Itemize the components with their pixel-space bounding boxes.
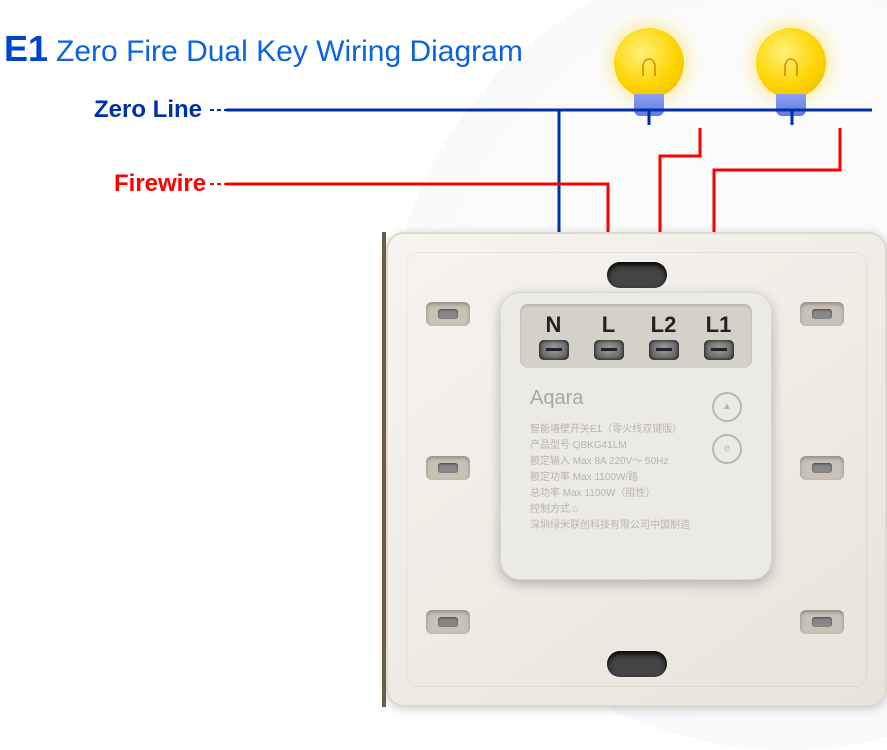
mount-hole-top: [607, 262, 667, 288]
light-bulb-icon: [614, 28, 684, 128]
terminal-screw-icon: [649, 340, 679, 360]
terminal-label: L1: [706, 312, 732, 338]
spec-line: 控制方式 ⌂: [530, 502, 742, 518]
terminal-l2: L2: [649, 312, 679, 360]
zero-line-label: Zero Line: [94, 96, 202, 124]
mount-slot: [800, 302, 844, 326]
terminal-l: L: [594, 312, 624, 360]
mount-hole-bottom: [607, 651, 667, 677]
terminal-label: L: [602, 312, 615, 338]
mount-slot: [800, 456, 844, 480]
spec-line: 额定输入 Max 8A 220V～ 50Hz: [530, 454, 742, 470]
mount-slot: [800, 610, 844, 634]
terminal-strip: N L L2 L1: [520, 304, 752, 368]
certification-icons: ▲ e: [712, 392, 742, 464]
spec-line: 总功率 Max 1100W（阻性）: [530, 486, 742, 502]
terminal-label: N: [546, 312, 562, 338]
firewire-label: Firewire: [114, 170, 206, 198]
photo-edge: [382, 232, 386, 707]
mount-slot: [426, 610, 470, 634]
spec-line: 产品型号 QBKG41LM: [530, 438, 742, 454]
title-text: Zero Fire Dual Key Wiring Diagram: [56, 35, 523, 69]
terminal-screw-icon: [594, 340, 624, 360]
brand-label: Aqara: [530, 382, 742, 414]
terminal-screw-icon: [539, 340, 569, 360]
switch-module: N L L2 L1 Aqara 智能墙壁开关E1（零火线双键版） 产品型号 QB…: [500, 292, 772, 580]
module-label-area: Aqara 智能墙壁开关E1（零火线双键版） 产品型号 QBKG41LM 额定输…: [530, 382, 742, 560]
product-name: 智能墙壁开关E1（零火线双键版）: [530, 422, 742, 438]
terminal-screw-icon: [704, 340, 734, 360]
spec-line: 深圳绿米联创科技有限公司中国制造: [530, 518, 742, 534]
model-code: E1: [4, 28, 48, 70]
spec-line: 额定功率 Max 1100W/路: [530, 470, 742, 486]
mount-slot: [426, 456, 470, 480]
terminal-label: L2: [651, 312, 677, 338]
diagram-title: E1 Zero Fire Dual Key Wiring Diagram: [4, 28, 523, 70]
terminal-n: N: [539, 312, 569, 360]
cert-icon: ▲: [712, 392, 742, 422]
mount-slot: [426, 302, 470, 326]
terminal-l1: L1: [704, 312, 734, 360]
light-bulb-icon: [756, 28, 826, 128]
cert-icon: e: [712, 434, 742, 464]
